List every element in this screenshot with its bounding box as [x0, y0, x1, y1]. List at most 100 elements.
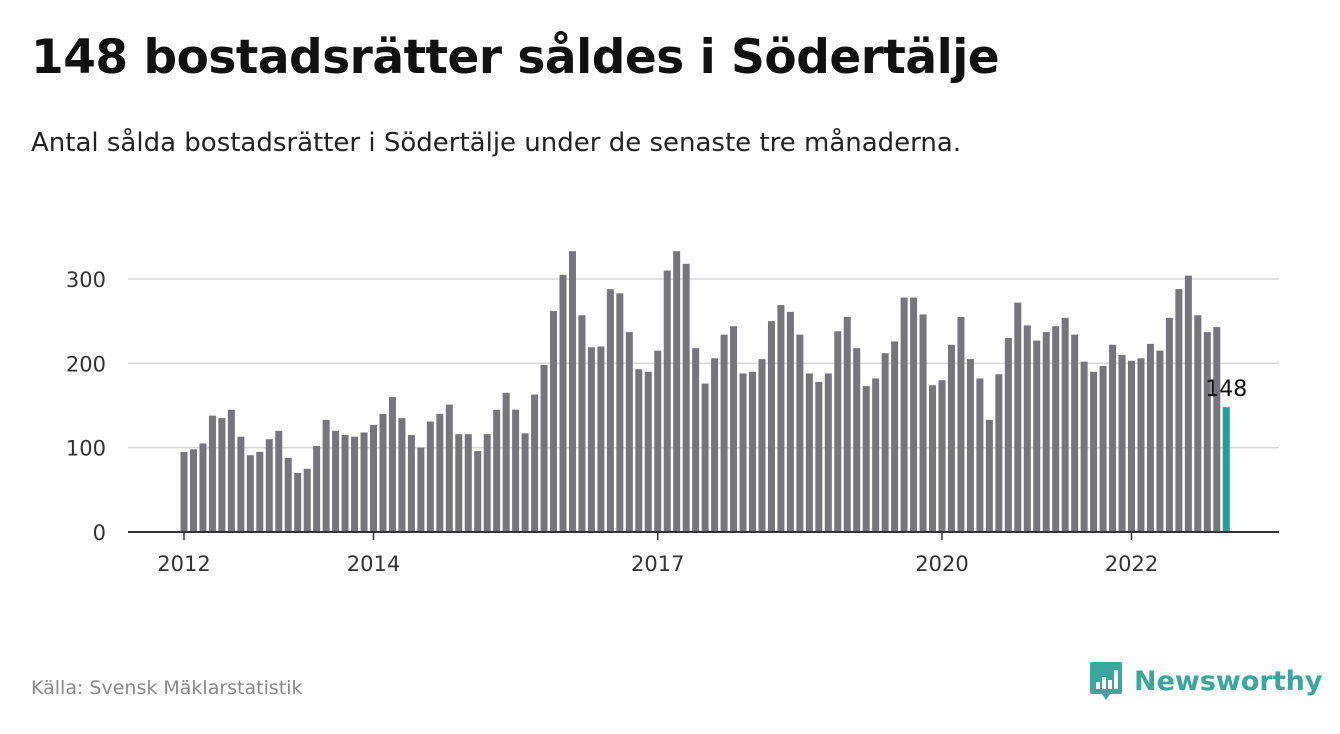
brand-logo[interactable]: Newsworthy	[1088, 660, 1322, 702]
y-tick-label: 300	[66, 268, 106, 292]
bar	[246, 455, 254, 532]
bar	[966, 359, 974, 532]
bar	[540, 365, 548, 532]
bar	[663, 270, 671, 532]
data-label: 148	[1205, 377, 1247, 402]
y-tick-label: 0	[93, 521, 106, 545]
bar	[767, 321, 775, 532]
bar	[313, 445, 321, 532]
bar	[218, 418, 226, 532]
bar	[1004, 338, 1012, 532]
bar	[938, 380, 946, 532]
bars	[180, 251, 1230, 533]
bar	[985, 419, 993, 532]
source-note: Källa: Svensk Mäklarstatistik	[31, 677, 303, 699]
bar	[189, 449, 197, 532]
bar	[910, 297, 918, 532]
bar	[644, 371, 652, 532]
bar	[1042, 332, 1050, 532]
bar	[692, 348, 700, 532]
bar	[730, 326, 738, 532]
x-tick-label: 2022	[1105, 552, 1158, 576]
bar	[208, 415, 216, 532]
bar	[1118, 354, 1126, 532]
bar	[891, 341, 899, 532]
bar	[256, 451, 264, 532]
axes: 0 100 200 300 2012 2014 2017 2020 2022	[66, 268, 1279, 576]
y-tick-label: 200	[66, 352, 106, 376]
x-tick-label: 2012	[157, 552, 210, 576]
bar	[1146, 343, 1154, 532]
bar	[180, 451, 188, 532]
y-tick-label: 100	[66, 437, 106, 461]
bar	[673, 251, 681, 533]
bar	[711, 358, 719, 532]
bar	[805, 373, 813, 532]
bar	[521, 433, 529, 532]
bar	[578, 315, 586, 532]
bar	[1052, 326, 1060, 532]
bar	[862, 386, 870, 532]
x-tick-label: 2020	[915, 552, 968, 576]
bar	[1109, 344, 1117, 532]
bar	[1014, 302, 1022, 532]
bar	[1090, 371, 1098, 532]
bar	[976, 378, 984, 532]
bar	[947, 344, 955, 532]
bar	[843, 316, 851, 532]
bar	[474, 451, 482, 532]
bar	[436, 413, 444, 532]
bar	[635, 369, 643, 532]
bar	[360, 432, 368, 532]
bar	[749, 371, 756, 532]
bar	[275, 430, 283, 532]
bar	[739, 373, 747, 532]
bar	[682, 263, 690, 532]
bar	[550, 311, 558, 532]
bar	[815, 381, 823, 532]
bar	[1023, 325, 1031, 532]
bar	[351, 436, 359, 532]
bar	[512, 409, 520, 532]
bar	[1203, 332, 1211, 532]
bar	[1080, 361, 1088, 532]
bar	[568, 251, 576, 533]
bar	[1213, 327, 1221, 532]
bar	[199, 443, 207, 532]
bar	[227, 409, 235, 532]
bar	[587, 347, 595, 532]
bar	[900, 297, 908, 532]
bar	[559, 274, 567, 532]
bar	[379, 413, 387, 532]
bar	[995, 374, 1003, 532]
bar	[407, 435, 415, 532]
bar	[824, 373, 832, 532]
bar	[786, 311, 794, 532]
bar	[1222, 407, 1230, 532]
bar	[758, 359, 766, 532]
bar	[417, 447, 425, 532]
bar	[957, 316, 965, 532]
bar	[284, 457, 292, 532]
bar	[654, 350, 662, 532]
bar	[445, 404, 453, 532]
chart-title: 148 bostadsrätter såldes i Södertälje	[31, 30, 1000, 85]
bar	[1099, 365, 1107, 532]
bar	[388, 397, 396, 532]
bar	[1061, 317, 1069, 532]
bar	[881, 353, 889, 532]
x-tick-label: 2017	[631, 552, 684, 576]
bar	[322, 419, 330, 532]
chart-subtitle: Antal sålda bostadsrätter i Södertälje u…	[31, 128, 962, 158]
bar	[872, 378, 880, 532]
bar	[597, 346, 605, 532]
bar	[303, 468, 311, 532]
bar	[1194, 315, 1202, 532]
bar	[341, 435, 349, 532]
bar	[398, 418, 406, 532]
bar	[1033, 340, 1041, 532]
bar	[834, 331, 842, 532]
brand-name: Newsworthy	[1134, 665, 1323, 697]
bar	[625, 332, 633, 532]
